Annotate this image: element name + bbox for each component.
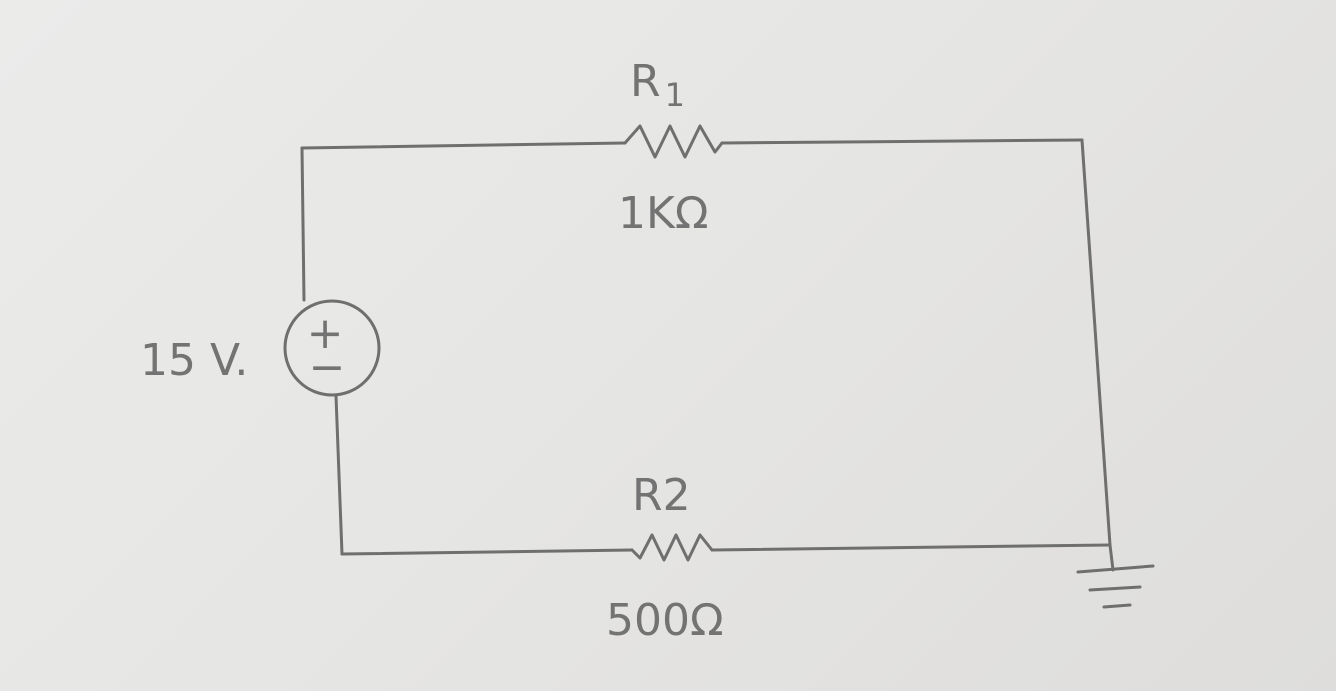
resistor-r1-name-main: R [630,56,661,107]
wire-top-right [720,138,1084,145]
source-polarity-minus: − [309,342,346,393]
resistor-r2-symbol [630,533,714,562]
resistor-r1-name-sub: 1 [665,76,685,114]
voltage-source-symbol [283,299,381,397]
wire-right [1080,138,1112,547]
resistor-r2-value: 500Ω [606,595,724,646]
resistor-r1-value: 1KΩ [618,188,708,239]
wire-bottom-right [710,543,1112,552]
source-voltage-label: 15 V. [140,335,248,386]
wire-left-top [300,146,306,302]
ground-icon [1076,543,1155,609]
resistor-r1-symbol [623,124,724,159]
wire-left-bottom [334,394,344,556]
wire-bottom-left [340,548,634,556]
source-polarity-plus: + [307,308,344,359]
wire-top-left [300,141,627,150]
resistor-r2-name: R2 [632,470,691,521]
